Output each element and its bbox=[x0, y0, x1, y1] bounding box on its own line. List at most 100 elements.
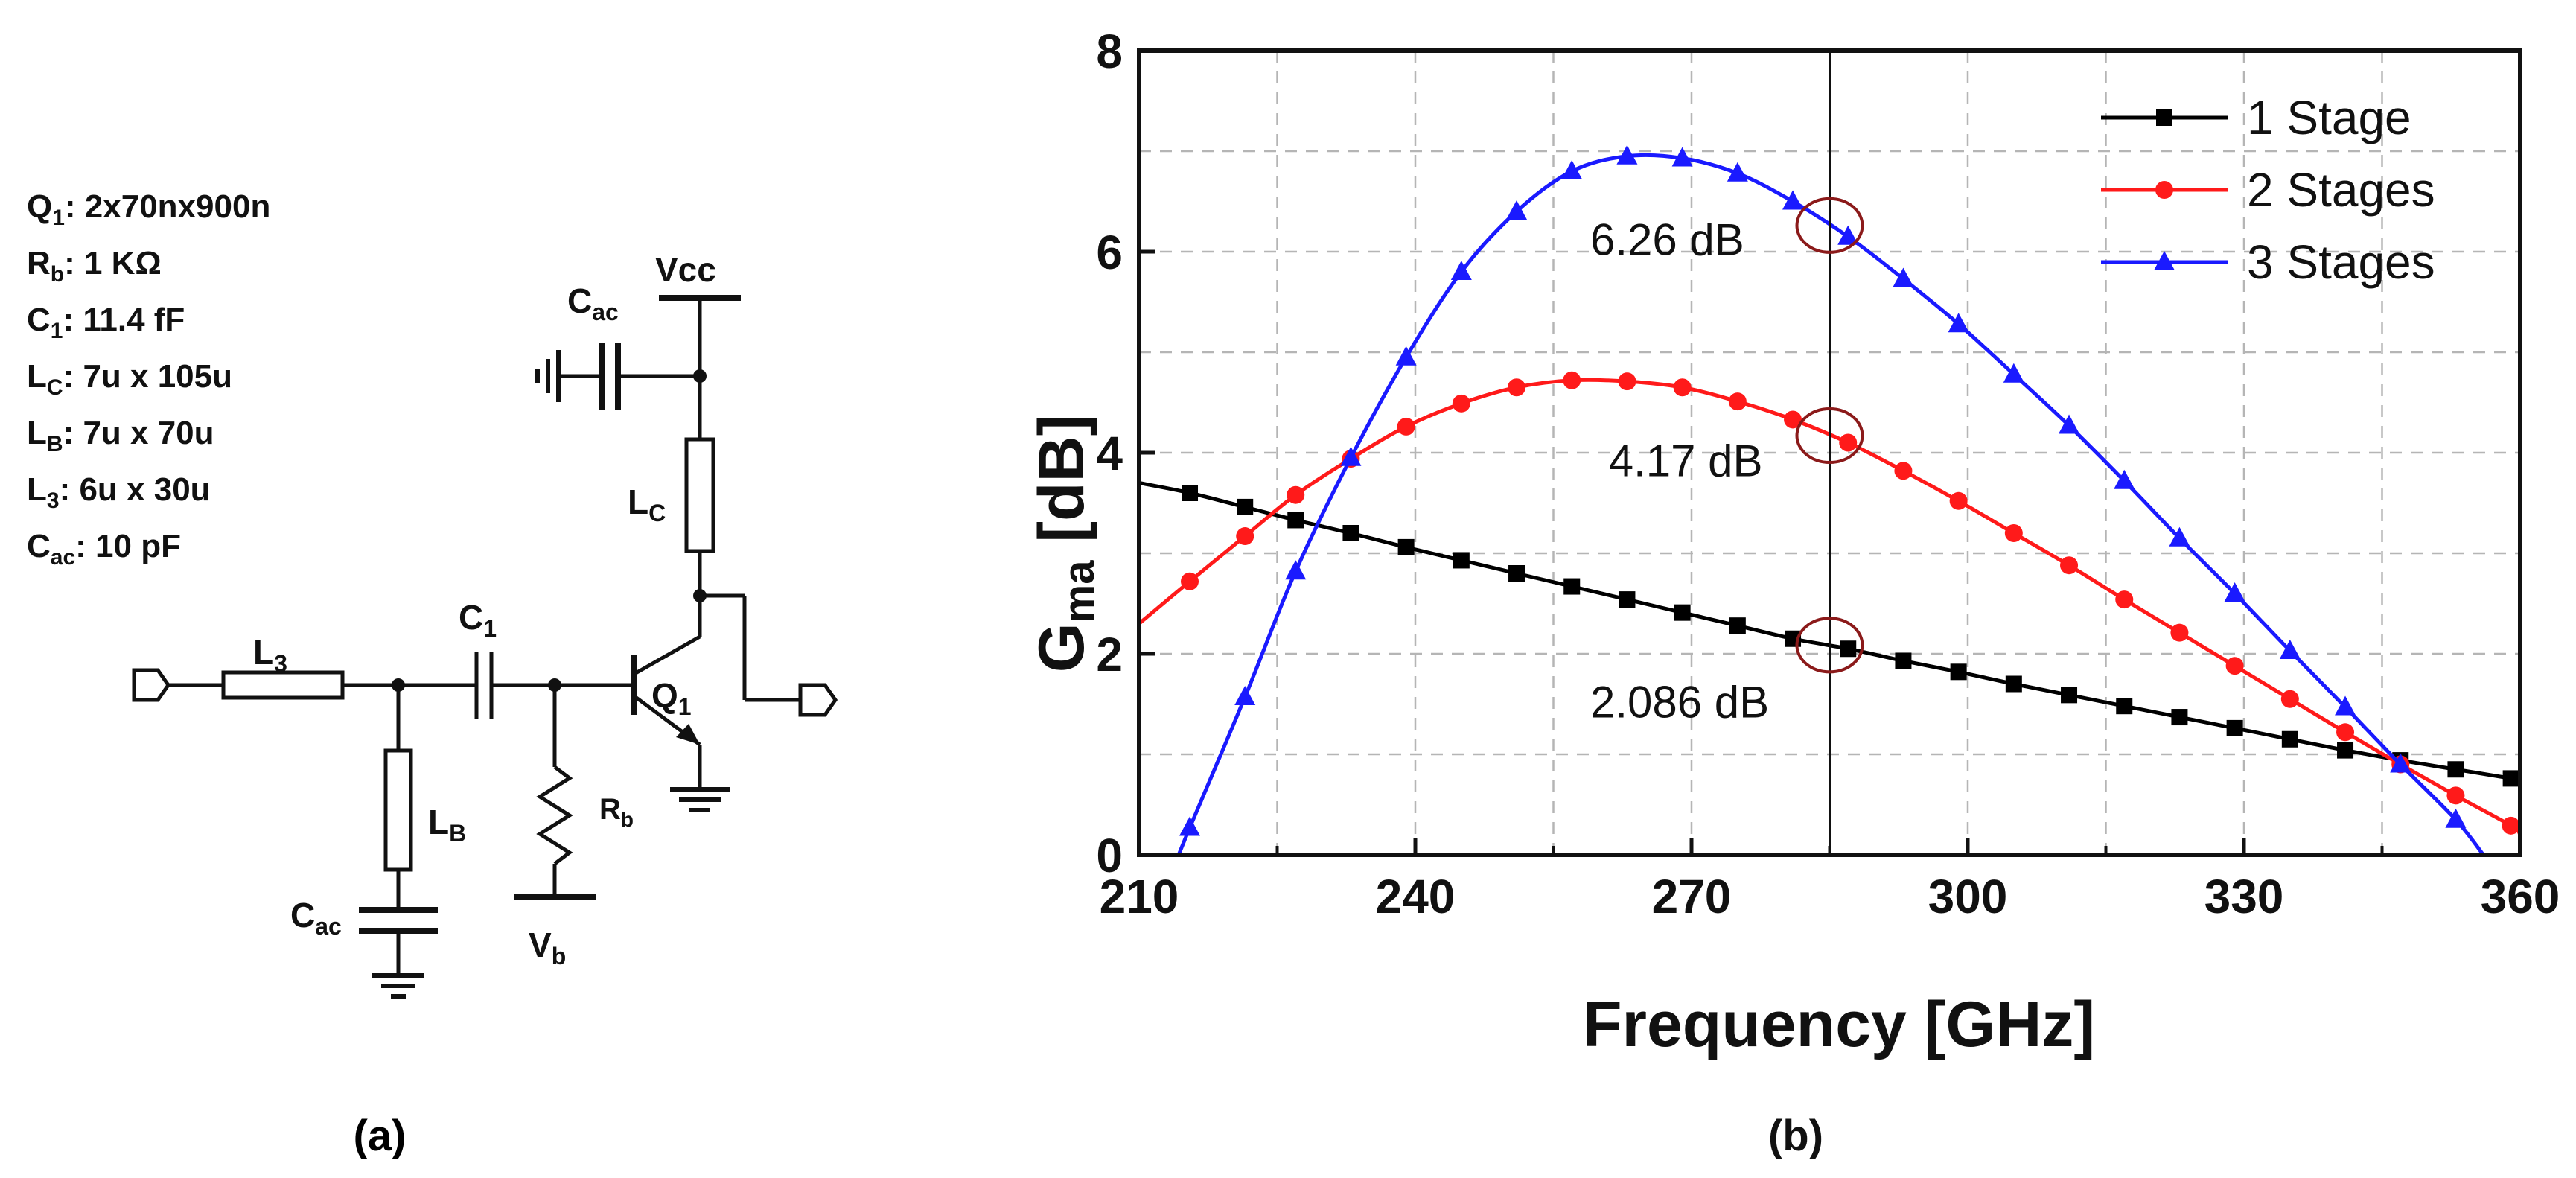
series-two-stages-point bbox=[1784, 410, 1802, 429]
series-one-stage-point bbox=[1950, 663, 1967, 681]
series-two-stages-point bbox=[1618, 372, 1636, 391]
data-series bbox=[1139, 144, 2520, 855]
series-one-stage-point bbox=[1674, 604, 1691, 621]
series-one-stage-point bbox=[1453, 552, 1470, 569]
series-three-stages-point bbox=[1671, 147, 1693, 167]
series-two-stages-point bbox=[2060, 556, 2079, 575]
series-two-stages-point bbox=[1839, 433, 1858, 452]
series-three-stages-point bbox=[1234, 686, 1256, 706]
series-two-stages-point bbox=[2336, 723, 2355, 742]
spec-cac: Cac: 10 pF bbox=[27, 528, 181, 570]
annotation-label: 6.26 dB bbox=[1590, 215, 1744, 265]
series-two-stages-point bbox=[1236, 527, 1254, 546]
series-one-stage-point bbox=[1287, 512, 1304, 529]
series-two-stages-point bbox=[1287, 485, 1305, 504]
y-tick-label: 6 bbox=[1096, 226, 1123, 279]
series-one-stage-point bbox=[2061, 687, 2078, 704]
series-one-stage-point bbox=[1729, 617, 1746, 634]
lb-label: LB bbox=[428, 803, 466, 847]
series-three-stages-point bbox=[2114, 469, 2135, 489]
series-three-stages-point bbox=[1948, 313, 1969, 333]
series-three-stages-point bbox=[1395, 346, 1417, 366]
legend-marker bbox=[2156, 109, 2172, 126]
series-one-stage-point bbox=[1619, 591, 1636, 608]
l3-label: L3 bbox=[253, 633, 287, 677]
series-three-stages-point bbox=[1450, 261, 1472, 280]
input-port bbox=[132, 668, 171, 702]
annotation-circle bbox=[1795, 197, 1864, 254]
caption-b: (b) bbox=[1768, 1112, 1823, 1160]
series-one-stage-point bbox=[1508, 565, 1525, 582]
y-axis-label: Gma [dB] bbox=[1026, 415, 1103, 673]
y-tick-label: 2 bbox=[1096, 628, 1123, 681]
resistor-rb bbox=[536, 765, 573, 865]
series-three-stages-point bbox=[1727, 162, 1748, 182]
series-one-stage-point bbox=[1895, 652, 1912, 669]
spec-q1: Q1: 2x70nx900n bbox=[27, 188, 270, 230]
series-three-stages bbox=[1176, 144, 2485, 855]
vb-label: Vb bbox=[529, 926, 566, 970]
q1-label: Q1 bbox=[651, 676, 692, 720]
series-three-stages-point bbox=[1179, 816, 1201, 836]
series-two-stages-point bbox=[1673, 378, 1692, 397]
series-one-stage-point bbox=[2116, 698, 2133, 715]
rb-label: Rb bbox=[599, 793, 634, 831]
series-one-stage-point bbox=[2502, 770, 2519, 787]
annotation-label: 2.086 dB bbox=[1590, 678, 1769, 728]
circuit-junctions bbox=[392, 369, 707, 745]
series-three-stages-point bbox=[1561, 160, 1583, 179]
series-two-stages-point bbox=[1508, 378, 1526, 397]
series-one-stage-point bbox=[1563, 578, 1581, 595]
x-tick-label: 240 bbox=[1376, 870, 1456, 923]
caption-a: (a) bbox=[354, 1112, 407, 1160]
x-tick-label: 210 bbox=[1100, 870, 1179, 923]
series-one-stage-point bbox=[1840, 640, 1857, 658]
spec-rb: Rb: 1 KΩ bbox=[27, 245, 162, 287]
x-tick-label: 300 bbox=[1928, 870, 2008, 923]
x-tick-label: 330 bbox=[2204, 870, 2284, 923]
spec-lc: LC: 7u x 105u bbox=[27, 358, 232, 400]
series-two-stages-point bbox=[2115, 590, 2134, 609]
output-port bbox=[798, 683, 838, 717]
spec-l3: L3: 6u x 30u bbox=[27, 471, 211, 513]
series-two-stages-point bbox=[2170, 623, 2189, 642]
series-two-stages-point bbox=[2004, 524, 2023, 542]
series-two-stages-point bbox=[1728, 392, 1747, 411]
series-three-stages-point bbox=[2059, 414, 2080, 434]
y-tick-label: 8 bbox=[1096, 25, 1123, 78]
series-one-stage-point bbox=[1182, 485, 1199, 501]
series-one-stage-point bbox=[2337, 742, 2354, 759]
series-one-stage-point bbox=[2281, 730, 2298, 748]
spec-lb: LB: 7u x 70u bbox=[27, 415, 214, 456]
x-axis-label: Frequency [GHz] bbox=[1583, 989, 2095, 1060]
series-three-stages-point bbox=[1782, 190, 1804, 210]
y-tick-label: 4 bbox=[1096, 427, 1123, 480]
x-tick-label: 270 bbox=[1652, 870, 1732, 923]
series-three-stages-point bbox=[1893, 267, 1914, 287]
y-tick-label: 0 bbox=[1096, 829, 1123, 882]
cac-bot-label: Cac bbox=[290, 896, 342, 940]
series-three-stages-point bbox=[1616, 144, 1638, 165]
c1-label: C1 bbox=[459, 598, 497, 642]
spec-c1: C1: 11.4 fF bbox=[27, 302, 185, 343]
legend-marker bbox=[2154, 251, 2175, 270]
cac-top-label: Cac bbox=[567, 281, 619, 325]
series-three-stages-point bbox=[2445, 808, 2467, 828]
series-three-stages-point bbox=[1837, 225, 1859, 245]
series-three-stages-point bbox=[1285, 560, 1307, 580]
series-one-stage-point bbox=[1397, 538, 1415, 555]
series-two-stages-point bbox=[2225, 657, 2244, 675]
series-three-stages-point bbox=[1506, 200, 1528, 220]
series-one-stage-point bbox=[2005, 675, 2022, 693]
legend-label: 1 Stage bbox=[2247, 91, 2411, 144]
annotation-circle bbox=[1795, 407, 1864, 465]
series-two-stages-point bbox=[1949, 491, 1968, 510]
legend-label: 2 Stages bbox=[2247, 163, 2435, 217]
series-one-stage-point bbox=[1342, 525, 1359, 541]
series-two-stages-point bbox=[2446, 786, 2465, 805]
series-two-stages-point bbox=[1563, 371, 1581, 389]
lc-label: LC bbox=[628, 483, 666, 526]
series-three-stages-point bbox=[2169, 526, 2190, 547]
annotation-label: 4.17 dB bbox=[1609, 436, 1763, 486]
